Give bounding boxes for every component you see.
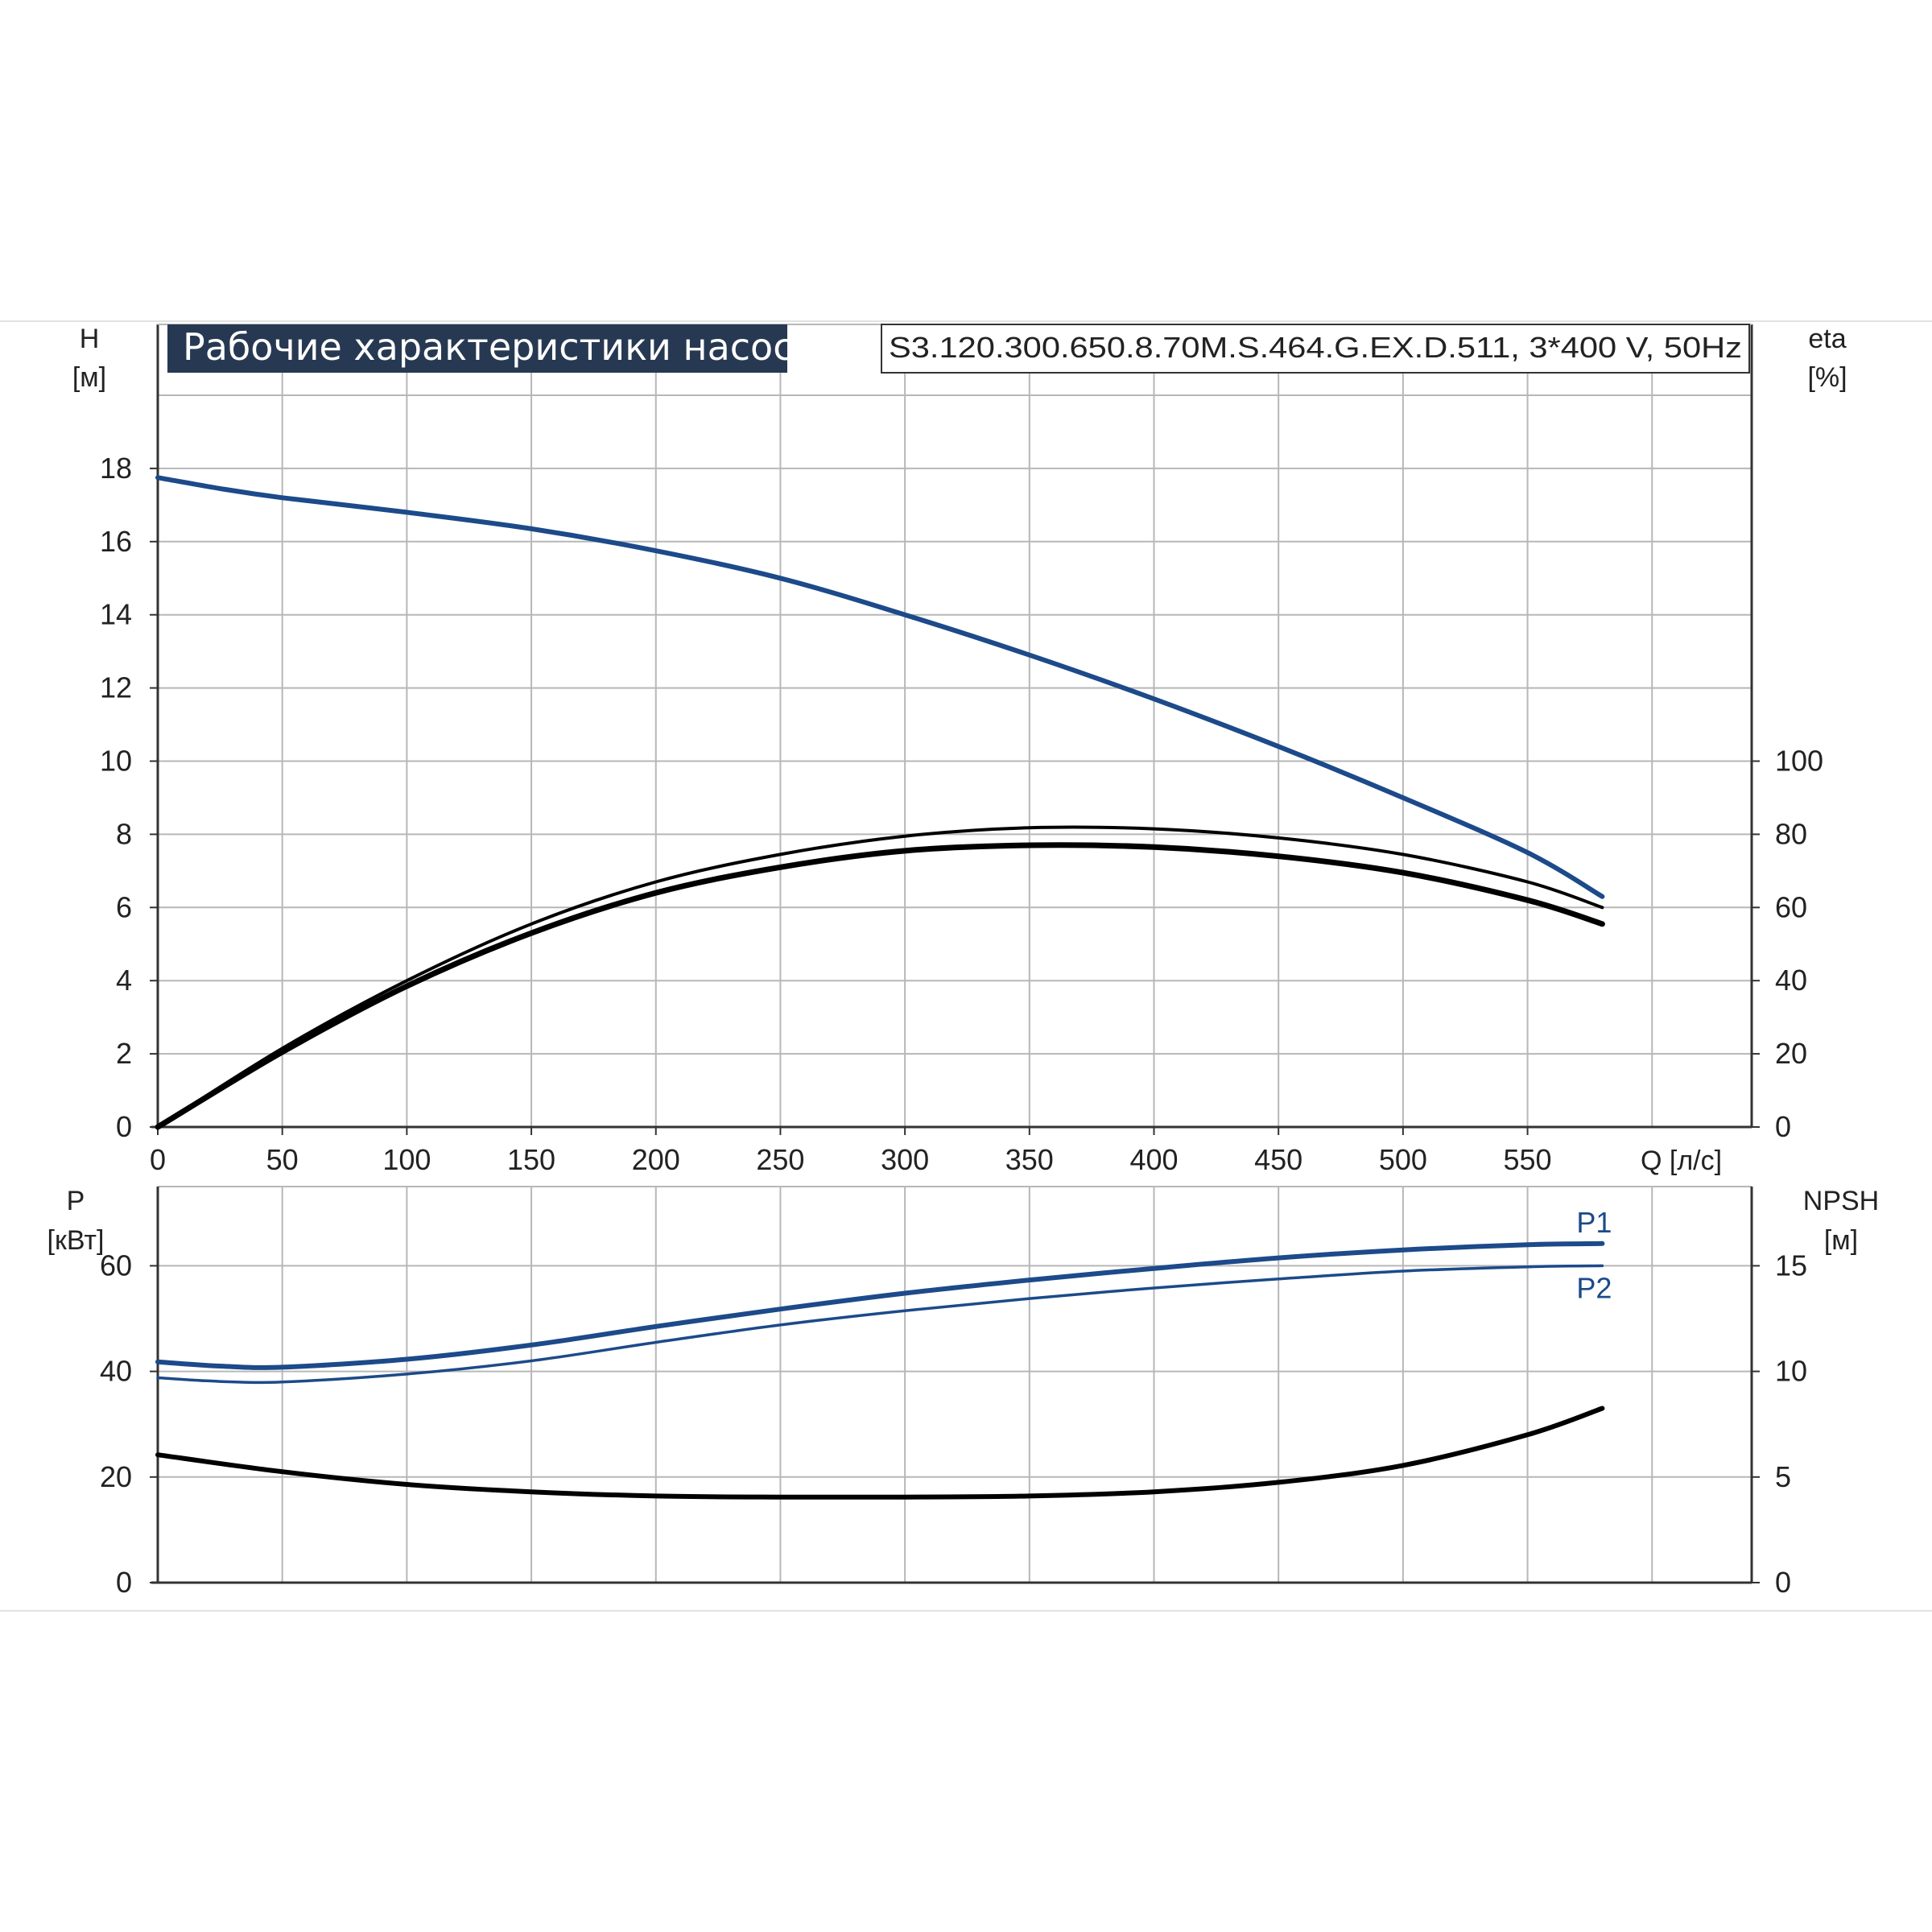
x-tick-250: 250	[756, 1143, 804, 1176]
npsh-tick-10: 10	[1775, 1355, 1807, 1388]
head-curve	[155, 475, 1605, 899]
eta-tick-0: 0	[1775, 1110, 1791, 1143]
power-axis-symbol: P	[67, 1186, 85, 1216]
x-tick-300: 300	[881, 1143, 929, 1176]
power-tick-20: 20	[100, 1460, 132, 1493]
head-tick-6: 6	[116, 890, 132, 923]
series-labels: P1 P2	[1576, 1206, 1612, 1305]
head-axis-unit: [м]	[72, 362, 106, 393]
npsh-tick-5: 5	[1775, 1460, 1791, 1493]
eta-tick-60: 60	[1775, 890, 1807, 923]
model-box	[881, 324, 1750, 374]
npsh-tick-0: 0	[1775, 1566, 1791, 1599]
x-axis-label: Q [л/с]	[1641, 1146, 1722, 1176]
npsh-axis-unit: [м]	[1824, 1225, 1858, 1256]
x-tick-100: 100	[382, 1143, 431, 1176]
eta-axis-unit: [%]	[1807, 362, 1847, 393]
power-axis-unit: [кВт]	[47, 1225, 105, 1256]
power-tick-40: 40	[100, 1355, 132, 1388]
eta-tick-20: 20	[1775, 1037, 1807, 1070]
head-tick-10: 10	[100, 745, 132, 778]
x-tick-500: 500	[1379, 1143, 1427, 1176]
head-tick-4: 4	[116, 964, 132, 997]
x-tick-50: 50	[266, 1143, 299, 1176]
head-tick-12: 12	[100, 671, 132, 704]
head-tick-2: 2	[116, 1037, 132, 1070]
x-tick-450: 450	[1254, 1143, 1302, 1176]
eta-axis-symbol: eta	[1808, 324, 1846, 354]
head-tick-14: 14	[100, 598, 132, 631]
p1-curve	[155, 1241, 1605, 1370]
tick-labels: 0 50 100 150 200 250 300 350 400 450 500 5500246810…	[100, 452, 1823, 1599]
head-axis-symbol: H	[80, 324, 100, 354]
x-tick-400: 400	[1129, 1143, 1178, 1176]
npsh-axis-symbol: NPSH	[1803, 1186, 1879, 1216]
head-tick-18: 18	[100, 452, 132, 485]
head-tick-0: 0	[116, 1110, 132, 1143]
x-tick-200: 200	[632, 1143, 680, 1176]
eta-tick-80: 80	[1775, 817, 1807, 850]
head-tick-16: 16	[100, 525, 132, 558]
npsh-curve	[155, 1406, 1605, 1500]
chart-title: Рабочие характеристики насоса	[183, 325, 816, 369]
title-box	[167, 324, 787, 373]
power-tick-0: 0	[116, 1566, 132, 1599]
x-tick-150: 150	[507, 1143, 555, 1176]
series-label-p1: P1	[1576, 1206, 1612, 1239]
x-tick-350: 350	[1005, 1143, 1054, 1176]
top-grid	[151, 324, 1753, 1129]
eta-tick-40: 40	[1775, 964, 1807, 997]
curves	[155, 475, 1605, 1500]
npsh-tick-15: 15	[1775, 1249, 1807, 1282]
efficiency-curve-1	[156, 825, 1604, 1129]
efficiency-curve-2	[155, 842, 1605, 1130]
model-label: S3.120.300.650.8.70M.S.464.G.EX.D.511, 3…	[889, 331, 1742, 364]
eta-tick-100: 100	[1775, 745, 1823, 778]
power-tick-60: 60	[100, 1249, 132, 1282]
x-tick-550: 550	[1504, 1143, 1552, 1176]
series-label-p2: P2	[1576, 1271, 1612, 1304]
head-tick-8: 8	[116, 817, 132, 850]
x-tick-0: 0	[150, 1143, 166, 1176]
p2-curve	[156, 1264, 1604, 1385]
